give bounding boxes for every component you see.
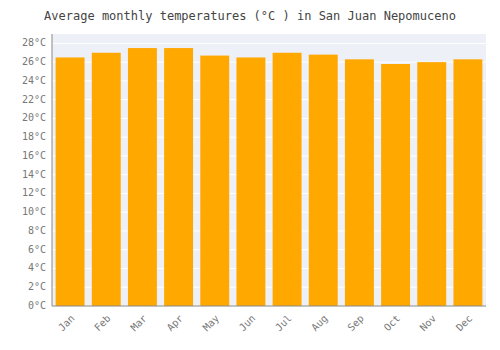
bar	[92, 53, 121, 306]
y-tick-label: 26°C	[22, 56, 46, 67]
bar	[453, 59, 482, 306]
bar	[345, 59, 374, 306]
x-axis-line	[52, 306, 486, 307]
grid-line	[52, 43, 486, 44]
x-tick-label: Jan	[56, 313, 77, 334]
bars	[56, 48, 483, 306]
y-tick-label: 14°C	[22, 169, 46, 180]
bar	[273, 53, 302, 306]
bar	[128, 48, 157, 306]
bar	[381, 64, 410, 306]
x-tick-label: Sep	[345, 313, 366, 334]
y-tick-label: 10°C	[22, 206, 46, 217]
y-tick-label: 18°C	[22, 131, 46, 142]
y-tick-label: 24°C	[22, 75, 46, 86]
chart-container: 0°C 2°C 4°C 6°C 8°C 10°C 12°C 14°C 16°C 18°C 20°C 2…	[0, 0, 500, 350]
y-tick-label: 16°C	[22, 150, 46, 161]
bar	[417, 62, 446, 306]
x-tick-label: Jul	[273, 313, 294, 334]
title: Average monthly temperatures (°C ) in Sa…	[44, 9, 456, 23]
y-axis-line	[52, 34, 53, 306]
chart: 0°C 2°C 4°C 6°C 8°C 10°C 12°C 14°C 16°C 18°C 20°C 2…	[0, 0, 500, 350]
y-tick-label: 6°C	[28, 244, 46, 255]
y-tick-label: 12°C	[22, 187, 46, 198]
y-tick-label: 22°C	[22, 94, 46, 105]
x-tick-label: Nov	[418, 313, 439, 334]
y-tick-label: 4°C	[28, 262, 46, 273]
x-tick-label: Oct	[382, 313, 403, 334]
y-tick-label: 8°C	[28, 225, 46, 236]
bar	[56, 57, 85, 306]
x-tick-label: Mar	[128, 313, 149, 334]
bar	[236, 57, 265, 306]
plot-background	[52, 34, 486, 306]
y-tick-label: 2°C	[28, 281, 46, 292]
x-tick-label: Dec	[454, 313, 475, 334]
bar	[164, 48, 193, 306]
x-tick-label: Aug	[309, 313, 330, 334]
bar	[200, 56, 229, 306]
x-tick-label: Feb	[92, 313, 113, 334]
bar	[309, 55, 338, 306]
y-tick-label: 20°C	[22, 112, 46, 123]
y-tick-label: 28°C	[22, 37, 46, 48]
x-tick-label: Apr	[165, 313, 186, 334]
y-tick-label: 0°C	[28, 300, 46, 311]
x-tick-label: Jun	[237, 313, 258, 334]
x-tick-label: May	[201, 313, 222, 334]
grid-line	[52, 306, 486, 307]
